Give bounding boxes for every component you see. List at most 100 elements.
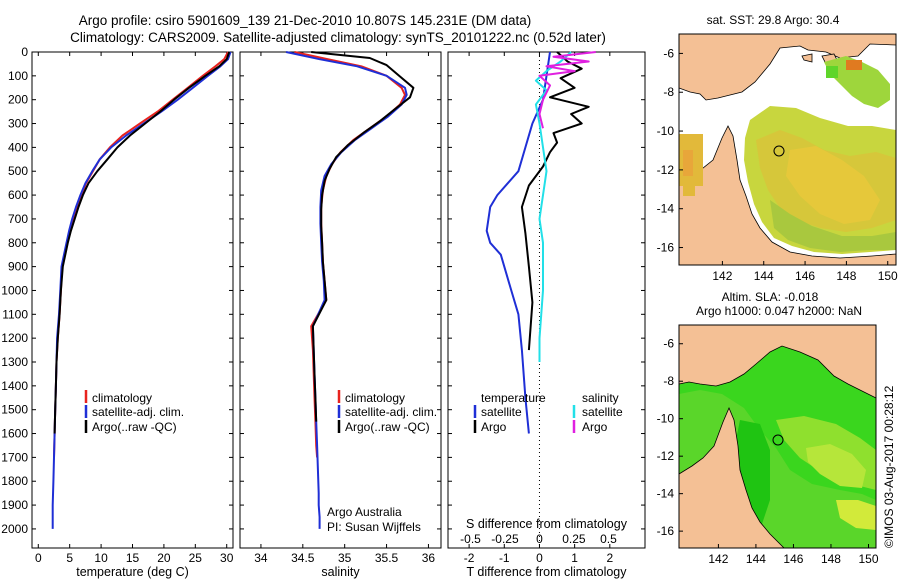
map-y-tick-label: -8 bbox=[663, 85, 674, 99]
y-tick-label: 400 bbox=[8, 140, 28, 154]
map-x-tick-label: 146 bbox=[783, 552, 803, 566]
y-tick-label: 1800 bbox=[1, 474, 28, 488]
y-tick-label: 1700 bbox=[1, 450, 28, 464]
series-line-argo-raw-qc- bbox=[53, 51, 231, 434]
annotation-pi: PI: Susan Wijffels bbox=[327, 520, 421, 534]
legend-title-salinity: salinity bbox=[582, 391, 619, 405]
temperature-legend: climatology satellite-adj. clim. Argo(..… bbox=[84, 390, 184, 434]
sst-map: sat. SST: 29.8 Argo: 30.4 142 144 146 148 15… bbox=[657, 13, 898, 283]
x-tick-label: 5 bbox=[66, 551, 73, 565]
secondary-tick-label: -0.5 bbox=[460, 532, 481, 546]
sst-map-title: sat. SST: 29.8 Argo: 30.4 bbox=[707, 13, 840, 27]
x-tick-label: 0 bbox=[35, 551, 42, 565]
x-tick-label: 10 bbox=[94, 551, 108, 565]
difference-legend: temperature salinity satellite Argo sate… bbox=[473, 391, 623, 434]
map-x-tick-label: 148 bbox=[836, 269, 856, 283]
x-tick-label: 30 bbox=[220, 551, 234, 565]
map-y-tick-label: -10 bbox=[657, 412, 675, 426]
x-tick-label: 2 bbox=[606, 551, 613, 565]
sla-map: Altim. SLA: -0.018 Argo h1000: 0.047 h20… bbox=[657, 290, 879, 566]
annotation-argo-australia: Argo Australia bbox=[327, 505, 402, 519]
legend-title-temperature: temperature bbox=[481, 391, 546, 405]
series-line-satellite-adj-clim- bbox=[285, 51, 408, 529]
series-line-argo-raw-qc- bbox=[311, 51, 415, 422]
y-tick-label: 100 bbox=[8, 69, 28, 83]
map-y-tick-label: -16 bbox=[657, 241, 675, 255]
sla-map-land-newguinea bbox=[678, 324, 877, 399]
y-tick-label: 1200 bbox=[1, 331, 28, 345]
map-y-tick-label: -16 bbox=[657, 524, 675, 538]
legend-label-temp-argo: Argo bbox=[481, 420, 507, 434]
figure-title-line2: Climatology: CARS2009. Satellite-adjuste… bbox=[70, 30, 606, 45]
legend-label-temp-satellite: satellite bbox=[481, 405, 522, 419]
map-x-tick-label: 144 bbox=[746, 552, 766, 566]
salinity-legend: climatology satellite-adj. clim. Argo(..… bbox=[327, 390, 437, 534]
secondary-tick-label: -0.25 bbox=[491, 532, 519, 546]
y-tick-label: 1600 bbox=[1, 427, 28, 441]
y-tick-label: 900 bbox=[8, 260, 28, 274]
axes-frame bbox=[31, 51, 234, 549]
legend-label-argo: Argo(..raw -QC) bbox=[345, 420, 430, 434]
x-axis-label: T difference from climatology bbox=[466, 565, 627, 579]
map-x-tick-label: 146 bbox=[795, 269, 815, 283]
imos-watermark: ©IMOS 03-Aug-2017 00:28:12 bbox=[882, 385, 896, 548]
legend-label-sal-satellite: satellite bbox=[582, 405, 623, 419]
sla-map-ticks: 142 144 146 148 150 -6 -8 -10 -12 -14 -16 bbox=[657, 337, 879, 566]
legend-label-argo: Argo(..raw -QC) bbox=[92, 420, 177, 434]
map-y-tick-label: -12 bbox=[657, 449, 675, 463]
map-y-tick-label: -14 bbox=[657, 202, 675, 216]
temperature-panel: 0 5 10 15 20 25 300100200300400500600700800900… bbox=[1, 45, 233, 579]
x-axis-label: temperature (deg C) bbox=[76, 565, 189, 579]
x-tick-label: 34.5 bbox=[291, 551, 315, 565]
axes-frame bbox=[447, 51, 646, 549]
sst-map-argo-position bbox=[773, 145, 785, 157]
axes-frame bbox=[239, 51, 442, 549]
map-y-tick-label: -6 bbox=[663, 46, 674, 60]
secondary-axis-label: S difference from climatology bbox=[466, 517, 628, 531]
sla-map-land-capeyork bbox=[678, 406, 785, 549]
y-tick-label: 200 bbox=[8, 93, 28, 107]
x-tick-label: 34 bbox=[254, 551, 268, 565]
legend-label-satellite: satellite-adj. clim. bbox=[345, 405, 437, 419]
map-x-tick-label: 148 bbox=[821, 552, 841, 566]
map-x-tick-label: 142 bbox=[708, 552, 728, 566]
map-x-tick-label: 150 bbox=[858, 552, 878, 566]
map-y-tick-label: -8 bbox=[663, 374, 674, 388]
sla-map-title-line1: Altim. SLA: -0.018 bbox=[722, 290, 819, 304]
figure-title-line1: Argo profile: csiro 5901609_139 21-Dec-2… bbox=[79, 13, 532, 28]
y-tick-label: 1400 bbox=[1, 379, 28, 393]
y-tick-label: 500 bbox=[8, 164, 28, 178]
x-tick-label: 35.5 bbox=[375, 551, 399, 565]
y-tick-label: 1900 bbox=[1, 498, 28, 512]
x-tick-label: 1 bbox=[571, 551, 578, 565]
x-tick-label: -1 bbox=[499, 551, 510, 565]
y-tick-label: 800 bbox=[8, 236, 28, 250]
y-tick-label: 1500 bbox=[1, 403, 28, 417]
x-tick-label: 0 bbox=[536, 551, 543, 565]
secondary-tick-label: 0.25 bbox=[562, 532, 586, 546]
secondary-tick-label: 0.5 bbox=[600, 532, 617, 546]
series-line-argo bbox=[538, 51, 596, 129]
y-tick-label: 1100 bbox=[2, 307, 28, 321]
x-tick-label: 35 bbox=[338, 551, 352, 565]
sst-map-field bbox=[679, 56, 896, 254]
y-tick-label: 700 bbox=[8, 212, 28, 226]
map-x-tick-label: 144 bbox=[754, 269, 774, 283]
x-tick-label: 36 bbox=[422, 551, 436, 565]
legend-label-climatology: climatology bbox=[92, 391, 152, 405]
y-tick-label: 1300 bbox=[1, 355, 28, 369]
sla-map-argo-position bbox=[772, 434, 784, 446]
map-y-tick-label: -6 bbox=[663, 337, 674, 351]
sst-map-land-capeyork bbox=[678, 125, 897, 266]
secondary-tick-label: 0 bbox=[536, 532, 543, 546]
sst-map-ticks: 142 144 146 148 150 -6 -8 -10 -12 -14 -16 bbox=[657, 46, 898, 283]
salinity-panel: 34 34.5 35 35.5 36 salinity bbox=[239, 51, 442, 579]
legend-label-satellite: satellite-adj. clim. bbox=[92, 405, 184, 419]
sst-map-frame bbox=[678, 33, 897, 266]
y-tick-label: 300 bbox=[8, 117, 28, 131]
map-x-tick-label: 150 bbox=[878, 269, 898, 283]
y-tick-label: 600 bbox=[8, 188, 28, 202]
sst-map-land-newguinea bbox=[678, 33, 897, 101]
x-tick-label: 25 bbox=[189, 551, 203, 565]
